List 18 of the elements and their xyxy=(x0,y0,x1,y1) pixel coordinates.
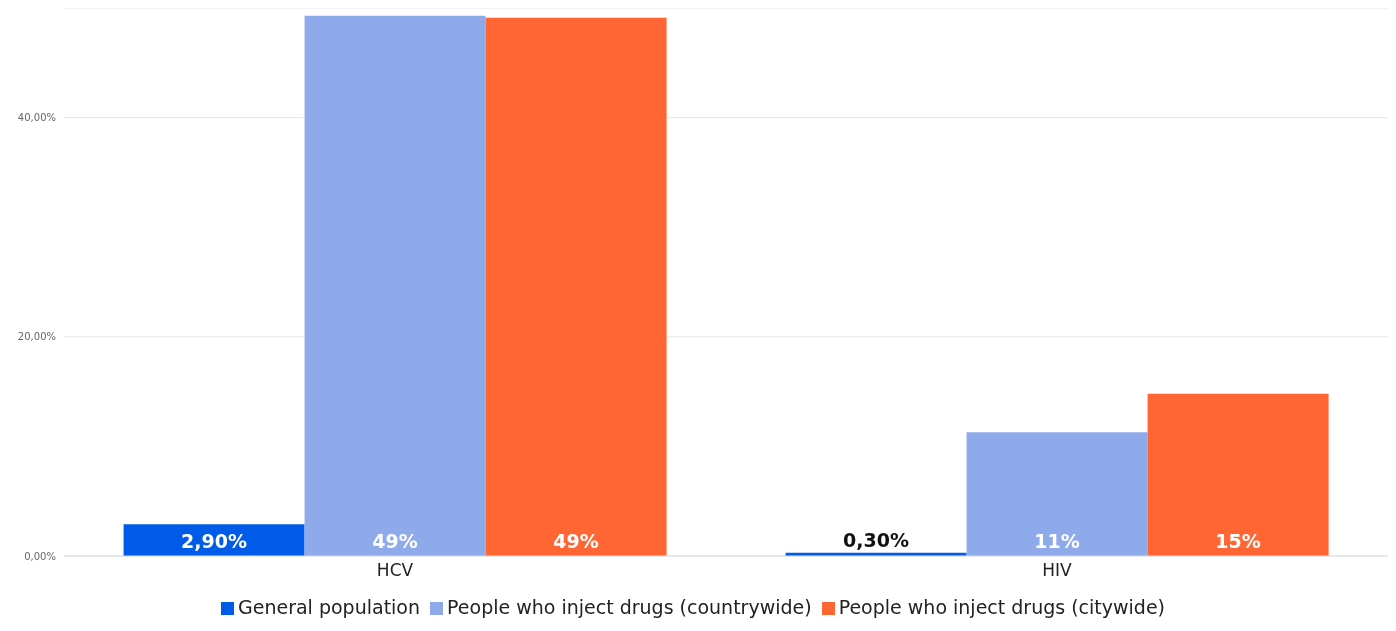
bar xyxy=(485,17,667,556)
data-label: 11% xyxy=(1034,530,1080,552)
x-tick-label: HIV xyxy=(1042,560,1073,581)
legend-label: People who inject drugs (countrywide) xyxy=(447,596,812,618)
bar xyxy=(966,432,1148,556)
y-tick-label: 0,00% xyxy=(24,550,56,562)
y-tick-label: 20,00% xyxy=(17,331,56,343)
y-tick-label: 40,00% xyxy=(17,112,56,124)
bar xyxy=(304,15,486,556)
bar xyxy=(1147,393,1329,556)
data-label: 15% xyxy=(1215,530,1261,552)
legend-label: General population xyxy=(238,596,421,618)
data-label: 49% xyxy=(372,530,418,552)
data-label: 2,90% xyxy=(181,530,248,552)
data-label: 0,30% xyxy=(843,528,910,551)
data-label: 49% xyxy=(553,530,599,552)
x-tick-label: HCV xyxy=(376,560,414,581)
legend-label: People who inject drugs (citywide) xyxy=(838,596,1165,618)
